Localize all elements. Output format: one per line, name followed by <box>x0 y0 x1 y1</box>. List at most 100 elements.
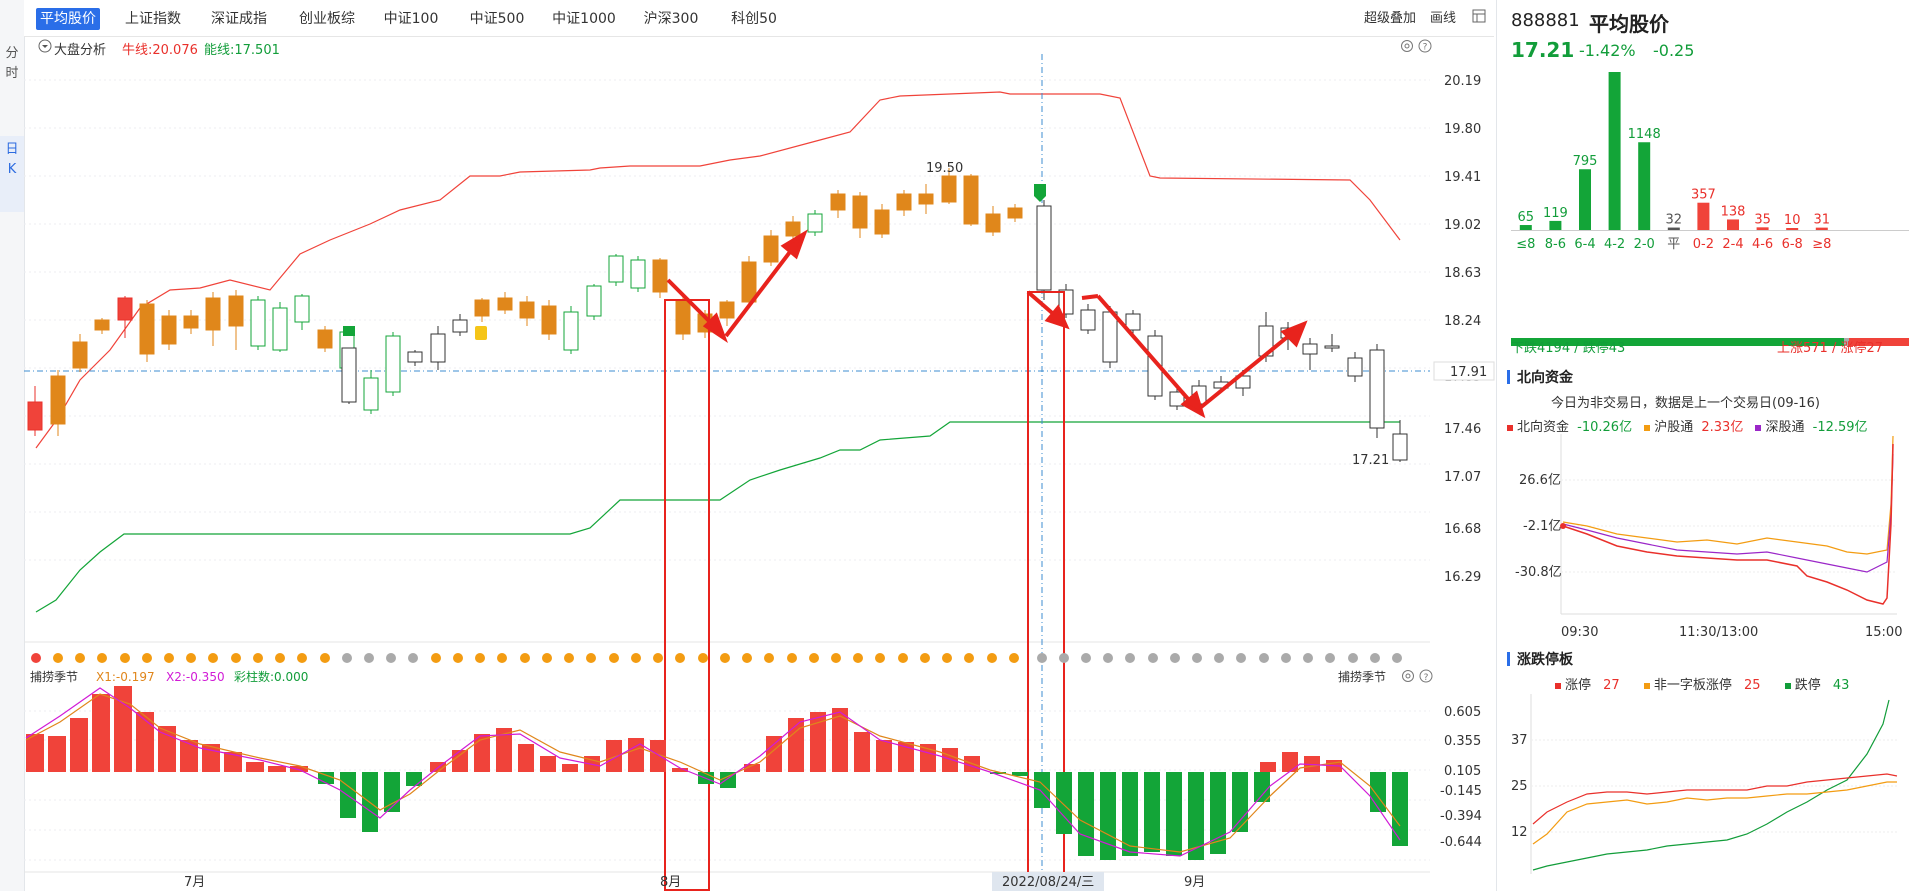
north-flow-chart[interactable]: 26.6亿 -2.1亿 -30.8亿 09:30 11:30/13:00 15:… <box>1497 434 1920 644</box>
sub-tick: 0.105 <box>1444 764 1481 779</box>
quote-change: -0.25 <box>1653 41 1695 60</box>
dropdown-toggle-icon[interactable] <box>38 39 52 57</box>
distribution-bucket-label: ≥8 <box>1812 237 1831 252</box>
draw-line-button[interactable]: 画线 <box>1430 11 1457 26</box>
limit-board-chart[interactable]: 37 25 12 <box>1497 694 1920 891</box>
kline-chart[interactable]: 19.50 17.21 20.19 19.80 19.41 19.02 18.6… <box>0 0 1496 891</box>
distribution-count: 35 <box>1754 212 1771 227</box>
current-price-tag: 17.91 <box>1450 365 1487 380</box>
limit-board-legend: 涨停 27 非一字板涨停 25 跌停 43 <box>1555 674 1849 693</box>
tab-sz-component[interactable]: 深证成指 <box>211 11 267 27</box>
distribution-bar <box>1727 219 1739 230</box>
energy-line-value: 能线:17.501 <box>204 43 280 58</box>
quote-change-pct: -1.42% <box>1579 41 1636 60</box>
svg-text:?: ? <box>1423 43 1428 53</box>
color-bar-count: 彩柱数:0.000 <box>234 669 308 684</box>
tab-average-price[interactable]: 平均股价 <box>36 8 100 30</box>
x-month-label: 9月 <box>1184 875 1205 890</box>
super-overlay-button[interactable]: 超级叠加 <box>1364 11 1417 26</box>
rail-intraday[interactable]: 分时 <box>0 44 24 84</box>
low-price-label: 17.21 <box>1352 453 1389 468</box>
tab-csi1000[interactable]: 中证1000 <box>552 11 616 27</box>
sub-tick: 0.355 <box>1444 734 1481 749</box>
distribution-count: 31 <box>1814 213 1831 228</box>
distribution-bucket-label: 6-4 <box>1574 237 1595 252</box>
north-flow-legend: 北向资金 -10.26亿 沪股通 2.33亿 深股通 -12.59亿 <box>1507 416 1868 435</box>
settings-icon[interactable] <box>1400 39 1414 57</box>
annotation-arrows <box>666 229 1308 419</box>
x-month-label: 7月 <box>184 875 205 890</box>
distribution-bucket-label: 2-4 <box>1722 237 1743 252</box>
legend-north: 北向资金 <box>1517 420 1570 435</box>
distribution-bar <box>1815 227 1828 230</box>
limit-board-title: 涨跌停板 <box>1517 652 1573 668</box>
sub-tick: -0.145 <box>1440 784 1482 799</box>
up-summary: 上涨571 / 涨停27 <box>1777 341 1883 356</box>
distribution-count: 119 <box>1543 206 1568 221</box>
sub-tick: 0.605 <box>1444 705 1481 720</box>
legend-sz: 深股通 <box>1765 420 1805 435</box>
sub-tick: -0.394 <box>1440 809 1482 824</box>
tab-sh-index[interactable]: 上证指数 <box>125 11 181 27</box>
price-tick: 18.63 <box>1444 266 1481 281</box>
legend-north-value: -10.26亿 <box>1577 420 1633 435</box>
distribution-bucket-label: 6-8 <box>1782 237 1803 252</box>
tab-csi300[interactable]: 沪深300 <box>643 11 699 27</box>
bull-line-value: 牛线:20.076 <box>122 43 198 58</box>
sub-tick: -0.644 <box>1440 835 1482 850</box>
distribution-bar <box>1638 142 1651 230</box>
energy-line <box>35 421 1400 613</box>
lb-y-tick: 25 <box>1511 779 1528 794</box>
distribution-bar <box>1579 169 1591 230</box>
down-summary: 下跌4194 / 跌停43 <box>1511 341 1626 356</box>
distribution-bar <box>1519 225 1532 230</box>
legend-limit-down-value: 43 <box>1832 678 1850 693</box>
rail-intraday-label: 分时 <box>5 46 19 81</box>
quote-price: 17.21 <box>1511 38 1575 62</box>
tab-chinext[interactable]: 创业板综 <box>299 11 355 27</box>
sub-indicator-right-label: 捕捞季节 <box>1338 669 1386 684</box>
price-tick: 20.19 <box>1444 74 1481 89</box>
analysis-label[interactable]: 大盘分析 <box>54 43 107 58</box>
legend-sh: 沪股通 <box>1654 420 1694 435</box>
legend-limit-down: 跌停 <box>1794 678 1821 693</box>
lb-y-tick: 12 <box>1511 825 1528 840</box>
distribution-bucket-label: 4-2 <box>1604 237 1625 252</box>
tab-csi500[interactable]: 中证500 <box>469 11 525 27</box>
legend-non-oneword: 非一字板涨停 <box>1653 678 1732 693</box>
distribution-bar <box>1549 220 1562 230</box>
svg-text:?: ? <box>1424 673 1429 683</box>
distribution-count: 10 <box>1784 213 1801 228</box>
north-flow-title: 北向资金 <box>1517 370 1573 386</box>
x-month-label: 8月 <box>660 875 681 890</box>
rail-daily-k[interactable]: 日K <box>0 136 24 212</box>
price-tick: 16.29 <box>1444 570 1481 585</box>
rail-daily-label: 日K <box>5 142 19 177</box>
grid-layout-icon[interactable] <box>1472 9 1486 31</box>
price-tick: 17.07 <box>1444 470 1481 485</box>
right-panel: 888881 平均股价 17.21 -1.42% -0.25 65 ≤8 119 8-… <box>1496 0 1920 891</box>
north-flow-notice: 今日为非交易日，数据是上一个交易日(09-16) <box>1551 396 1820 411</box>
signal-dot-row <box>31 653 1402 663</box>
tab-star50[interactable]: 科创50 <box>731 11 777 27</box>
sub-help-icon[interactable]: ? <box>1419 669 1433 683</box>
distribution-count: 138 <box>1721 204 1746 219</box>
help-icon[interactable]: ? <box>1418 39 1432 57</box>
sell-signal-icon <box>343 326 355 336</box>
price-tick: 19.41 <box>1444 170 1481 185</box>
distribution-bucket-label: 8-6 <box>1545 237 1566 252</box>
distribution-bar <box>1756 227 1769 230</box>
distribution-bar <box>1608 72 1621 230</box>
lb-y-tick: 37 <box>1511 733 1528 748</box>
legend-limit-up-value: 27 <box>1603 678 1620 693</box>
distribution-count: 2067 <box>1598 70 1631 72</box>
distribution-count: 65 <box>1518 210 1535 225</box>
analysis-row: 大盘分析 牛线:20.076 能线:17.501 ? <box>24 36 1494 58</box>
tab-csi100[interactable]: 中证100 <box>383 11 439 27</box>
high-price-label: 19.50 <box>926 161 963 176</box>
sub-settings-icon[interactable] <box>1402 670 1414 682</box>
sub-indicator-name[interactable]: 捕捞季节 <box>30 669 78 684</box>
distribution-count: 1148 <box>1628 127 1661 142</box>
price-tick: 16.68 <box>1444 522 1481 537</box>
current-price-tag-box <box>1433 361 1495 381</box>
